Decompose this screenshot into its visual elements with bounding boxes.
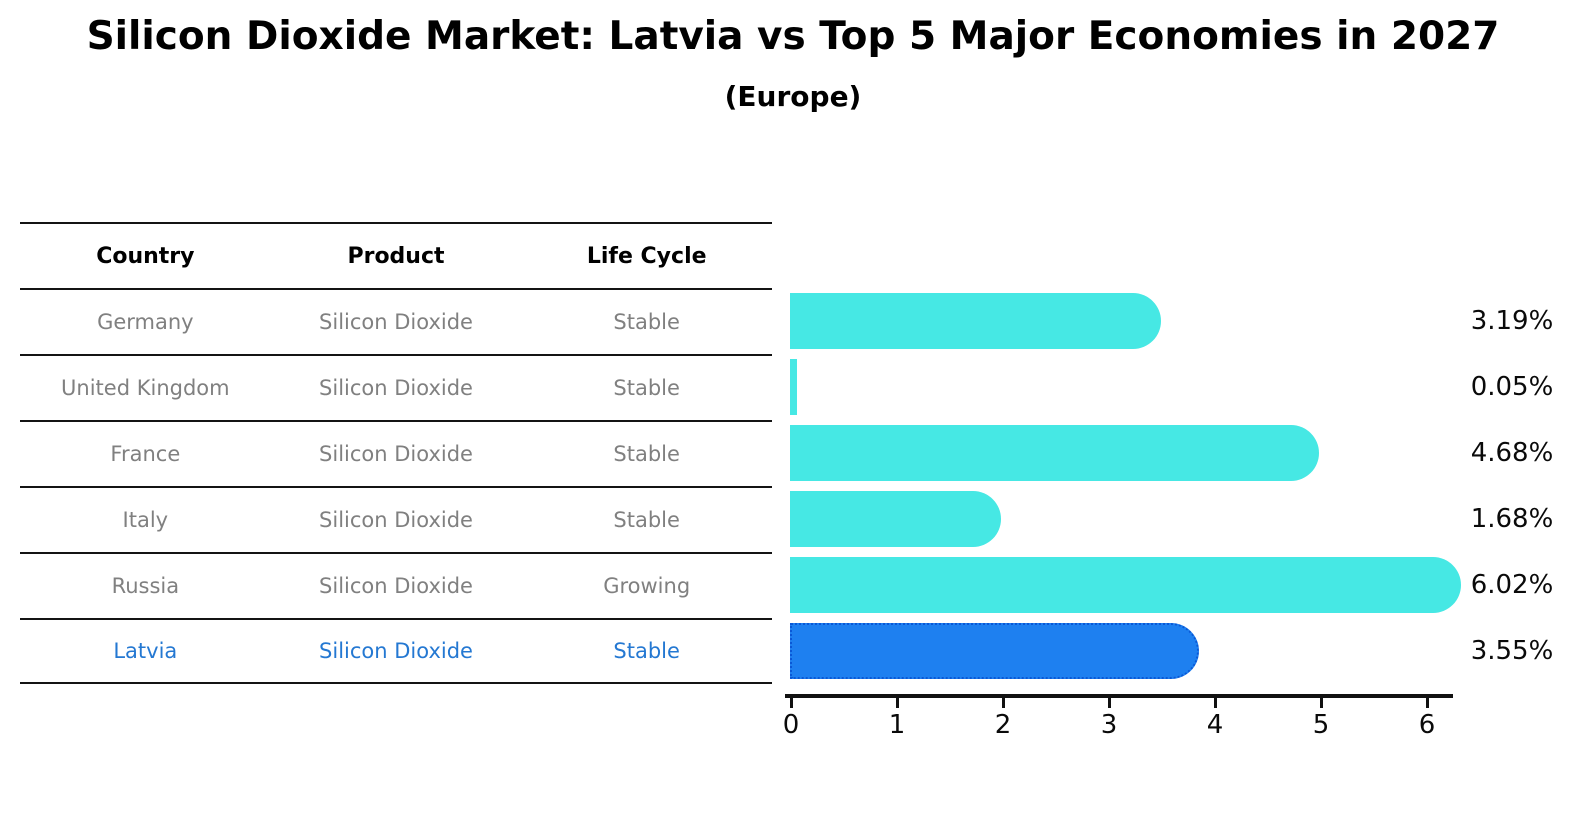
- tick-label: 6: [1418, 710, 1436, 740]
- bar-row: [790, 618, 1461, 684]
- bar-row: [790, 552, 1462, 618]
- tick-mark: [1001, 698, 1005, 708]
- tick-mark: [1107, 698, 1111, 708]
- column-header-country: Country: [96, 243, 195, 269]
- table-row: Italy Silicon Dioxide Stable: [20, 486, 772, 552]
- table-header-row: Country Product Life Cycle: [20, 222, 772, 288]
- tick-mark: [789, 698, 793, 708]
- chart-bar: [790, 557, 1462, 613]
- chart-bar: [790, 293, 1162, 349]
- life-cycle-cell: Stable: [613, 639, 680, 663]
- tick-label: 0: [782, 710, 800, 740]
- table-row: Germany Silicon Dioxide Stable: [20, 288, 772, 354]
- chart-subtitle: (Europe): [724, 80, 862, 113]
- tick-label: 2: [994, 710, 1012, 740]
- country-cell: United Kingdom: [61, 376, 230, 400]
- tick-mark: [1213, 698, 1217, 708]
- comparison-table: Country Product Life Cycle Germany Silic…: [20, 222, 772, 684]
- life-cycle-cell: Stable: [613, 310, 680, 334]
- chart-bar: [790, 491, 1002, 547]
- product-cell: Silicon Dioxide: [319, 508, 473, 532]
- value-label: 0.05%: [1470, 372, 1554, 402]
- bar-row: [790, 288, 1461, 354]
- value-label: 3.19%: [1470, 306, 1554, 336]
- tick-label: 4: [1206, 710, 1224, 740]
- country-cell: Russia: [111, 574, 180, 598]
- life-cycle-cell: Stable: [613, 376, 680, 400]
- column-header-product: Product: [347, 243, 445, 269]
- value-labels: 3.19% 0.05% 4.68% 1.68% 6.02% 3.55%: [1452, 288, 1572, 684]
- product-cell: Silicon Dioxide: [319, 574, 473, 598]
- chart-bar: [790, 623, 1200, 679]
- table-row: France Silicon Dioxide Stable: [20, 420, 772, 486]
- tick-label: 3: [1100, 710, 1118, 740]
- product-cell: Silicon Dioxide: [319, 376, 473, 400]
- value-label: 3.55%: [1470, 636, 1554, 666]
- chart-bar: [790, 359, 797, 415]
- x-axis-ticks: 0 1 2 3 4 5 6: [783, 698, 1453, 753]
- tick-label: 1: [888, 710, 906, 740]
- country-cell: Germany: [97, 310, 194, 334]
- x-axis-line: [785, 694, 1453, 698]
- tick-mark: [1319, 698, 1323, 708]
- life-cycle-cell: Stable: [613, 508, 680, 532]
- life-cycle-cell: Growing: [603, 574, 691, 598]
- bar-row: [790, 420, 1461, 486]
- bar-plot: [790, 288, 1462, 684]
- country-cell: France: [110, 442, 181, 466]
- bar-row: [790, 486, 1461, 552]
- life-cycle-cell: Stable: [613, 442, 680, 466]
- value-label: 6.02%: [1470, 570, 1554, 600]
- value-label: 4.68%: [1470, 438, 1554, 468]
- country-cell: Latvia: [113, 639, 178, 663]
- table-row: Latvia Silicon Dioxide Stable: [20, 618, 772, 684]
- product-cell: Silicon Dioxide: [319, 442, 473, 466]
- tick-label: 5: [1312, 710, 1330, 740]
- column-header-life-cycle: Life Cycle: [586, 243, 707, 269]
- tick-mark: [1425, 698, 1429, 708]
- value-label: 1.68%: [1470, 504, 1554, 534]
- chart-bar: [790, 425, 1320, 481]
- product-cell: Silicon Dioxide: [319, 639, 473, 663]
- chart-title: Silicon Dioxide Market: Latvia vs Top 5 …: [86, 14, 1500, 59]
- table-row: Russia Silicon Dioxide Growing: [20, 552, 772, 618]
- tick-mark: [895, 698, 899, 708]
- country-cell: Italy: [122, 508, 169, 532]
- bar-row: [790, 354, 1461, 420]
- product-cell: Silicon Dioxide: [319, 310, 473, 334]
- table-row: United Kingdom Silicon Dioxide Stable: [20, 354, 772, 420]
